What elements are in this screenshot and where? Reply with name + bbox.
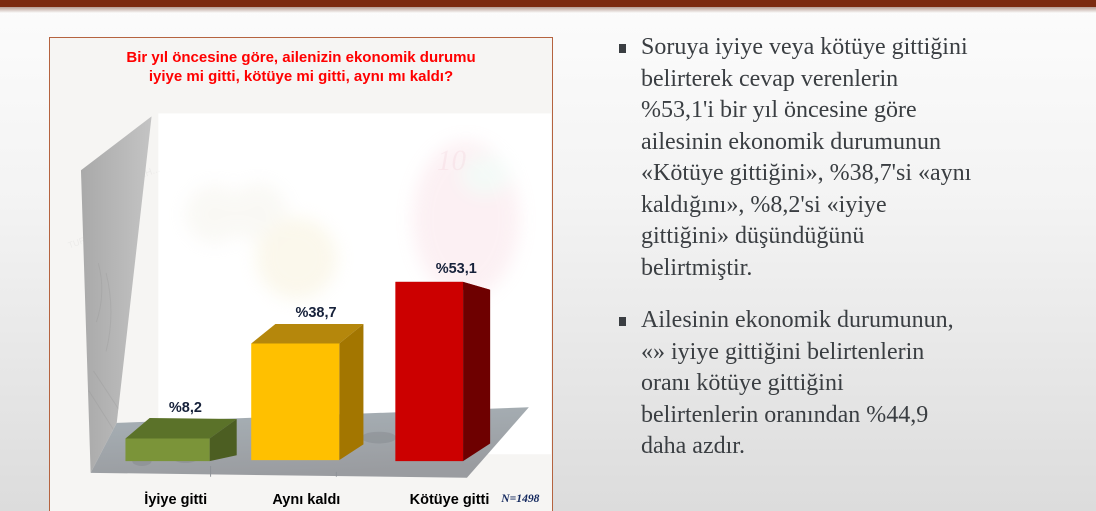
svg-text:%53,1: %53,1 — [436, 261, 477, 277]
svg-text:N=1498: N=1498 — [500, 492, 539, 505]
svg-text:%8,2: %8,2 — [169, 400, 202, 416]
svg-text:Kötüye gitti: Kötüye gitti — [410, 492, 490, 508]
svg-text:İyiye gitti: İyiye gitti — [144, 491, 207, 508]
svg-text:10: 10 — [437, 145, 466, 177]
svg-text:%38,7: %38,7 — [295, 305, 336, 321]
svg-text:Aynı kaldı: Aynı kaldı — [272, 492, 340, 508]
